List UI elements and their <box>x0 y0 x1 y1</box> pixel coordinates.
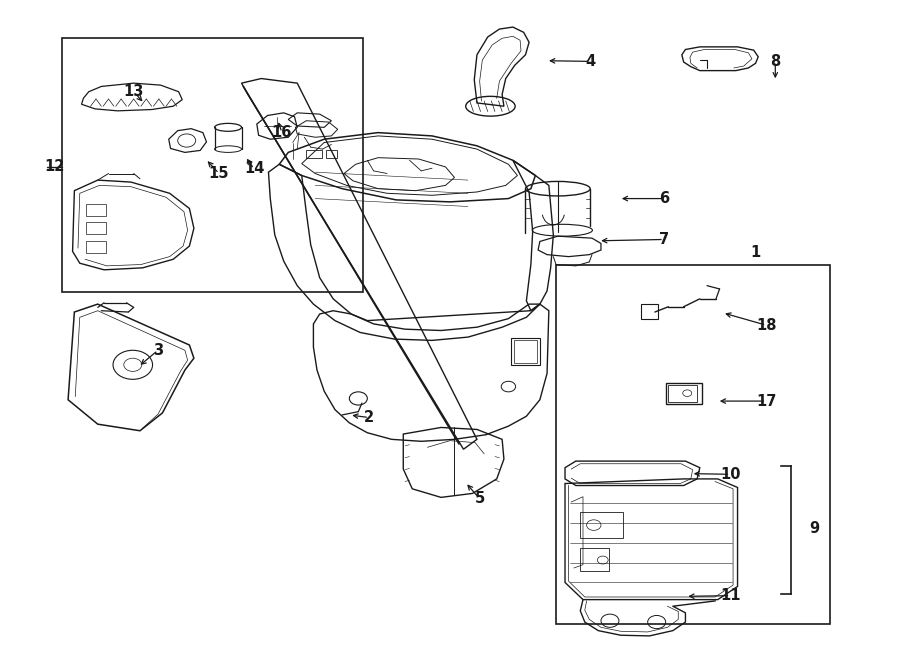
Text: 9: 9 <box>809 521 819 536</box>
Bar <box>514 340 537 363</box>
Text: 1: 1 <box>751 245 760 260</box>
Bar <box>326 150 337 158</box>
Text: 2: 2 <box>364 410 374 425</box>
Text: 13: 13 <box>123 84 144 99</box>
Text: 17: 17 <box>756 393 777 408</box>
Text: 7: 7 <box>659 232 669 247</box>
Text: 10: 10 <box>720 467 741 482</box>
Text: 3: 3 <box>153 343 163 358</box>
Bar <box>511 338 540 365</box>
Bar <box>580 512 624 538</box>
Bar <box>580 548 609 571</box>
Bar <box>669 385 698 403</box>
Text: 18: 18 <box>756 318 777 332</box>
Bar <box>306 150 322 158</box>
Text: 11: 11 <box>720 588 741 603</box>
Text: 8: 8 <box>770 54 780 69</box>
Text: 4: 4 <box>585 54 595 69</box>
Bar <box>86 204 106 215</box>
Text: 5: 5 <box>474 491 485 506</box>
Text: 12: 12 <box>44 159 65 175</box>
Bar <box>666 383 702 405</box>
Text: 16: 16 <box>272 125 292 140</box>
Text: 6: 6 <box>659 191 669 206</box>
Bar <box>86 241 106 253</box>
Bar <box>62 38 363 292</box>
Text: 14: 14 <box>244 161 265 176</box>
Bar <box>86 222 106 234</box>
Text: 15: 15 <box>209 166 230 181</box>
Bar <box>556 264 830 624</box>
Bar <box>642 304 658 319</box>
